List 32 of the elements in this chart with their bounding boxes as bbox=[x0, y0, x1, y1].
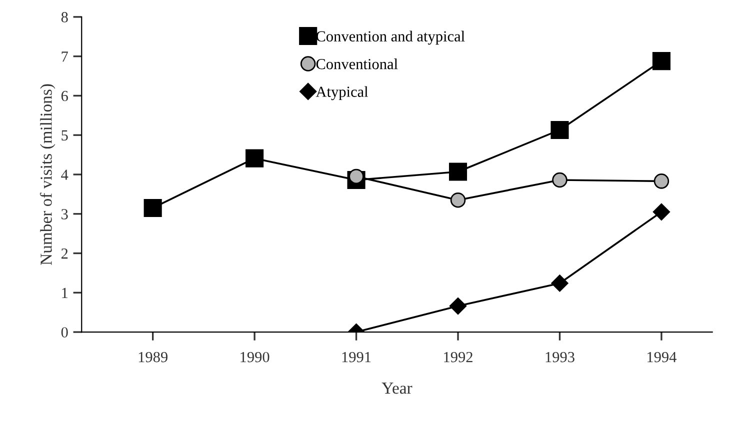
point bbox=[654, 174, 670, 189]
y-tick-label: 0 bbox=[61, 327, 68, 338]
point bbox=[652, 52, 670, 70]
y-tick-label: 5 bbox=[62, 130, 68, 141]
point bbox=[348, 168, 364, 184]
point bbox=[550, 120, 569, 140]
point bbox=[552, 172, 568, 188]
y-tick-label: 2 bbox=[61, 248, 68, 259]
x-axis-title: Year bbox=[382, 382, 412, 394]
x-tick-label: 1991 bbox=[342, 352, 371, 362]
legend-label: Convention and atypical bbox=[316, 30, 465, 45]
legend-label: Atypical bbox=[316, 86, 368, 100]
point bbox=[450, 192, 466, 208]
x-tick-label: 1994 bbox=[648, 352, 676, 362]
x-tick-label: 1990 bbox=[240, 352, 270, 362]
legend-label: Conventional bbox=[316, 58, 398, 70]
point bbox=[144, 198, 162, 217]
y-tick-label: 1 bbox=[62, 288, 68, 298]
x-tick-label: 1989 bbox=[138, 352, 168, 362]
y-tick-label: 6 bbox=[61, 90, 68, 102]
point bbox=[551, 274, 568, 292]
point bbox=[246, 149, 264, 168]
point bbox=[448, 162, 468, 181]
y-tick-label: 8 bbox=[61, 12, 68, 22]
point bbox=[652, 203, 670, 220]
y-tick-label: 7 bbox=[62, 52, 68, 62]
y-tick-label: 3 bbox=[62, 209, 68, 220]
y-axis-title: Number of visits (millions) bbox=[40, 84, 56, 265]
point bbox=[449, 298, 467, 315]
x-tick-label: 1993 bbox=[546, 352, 574, 362]
x-tick-label: 1992 bbox=[444, 352, 472, 362]
y-tick-label: 4 bbox=[61, 170, 68, 180]
